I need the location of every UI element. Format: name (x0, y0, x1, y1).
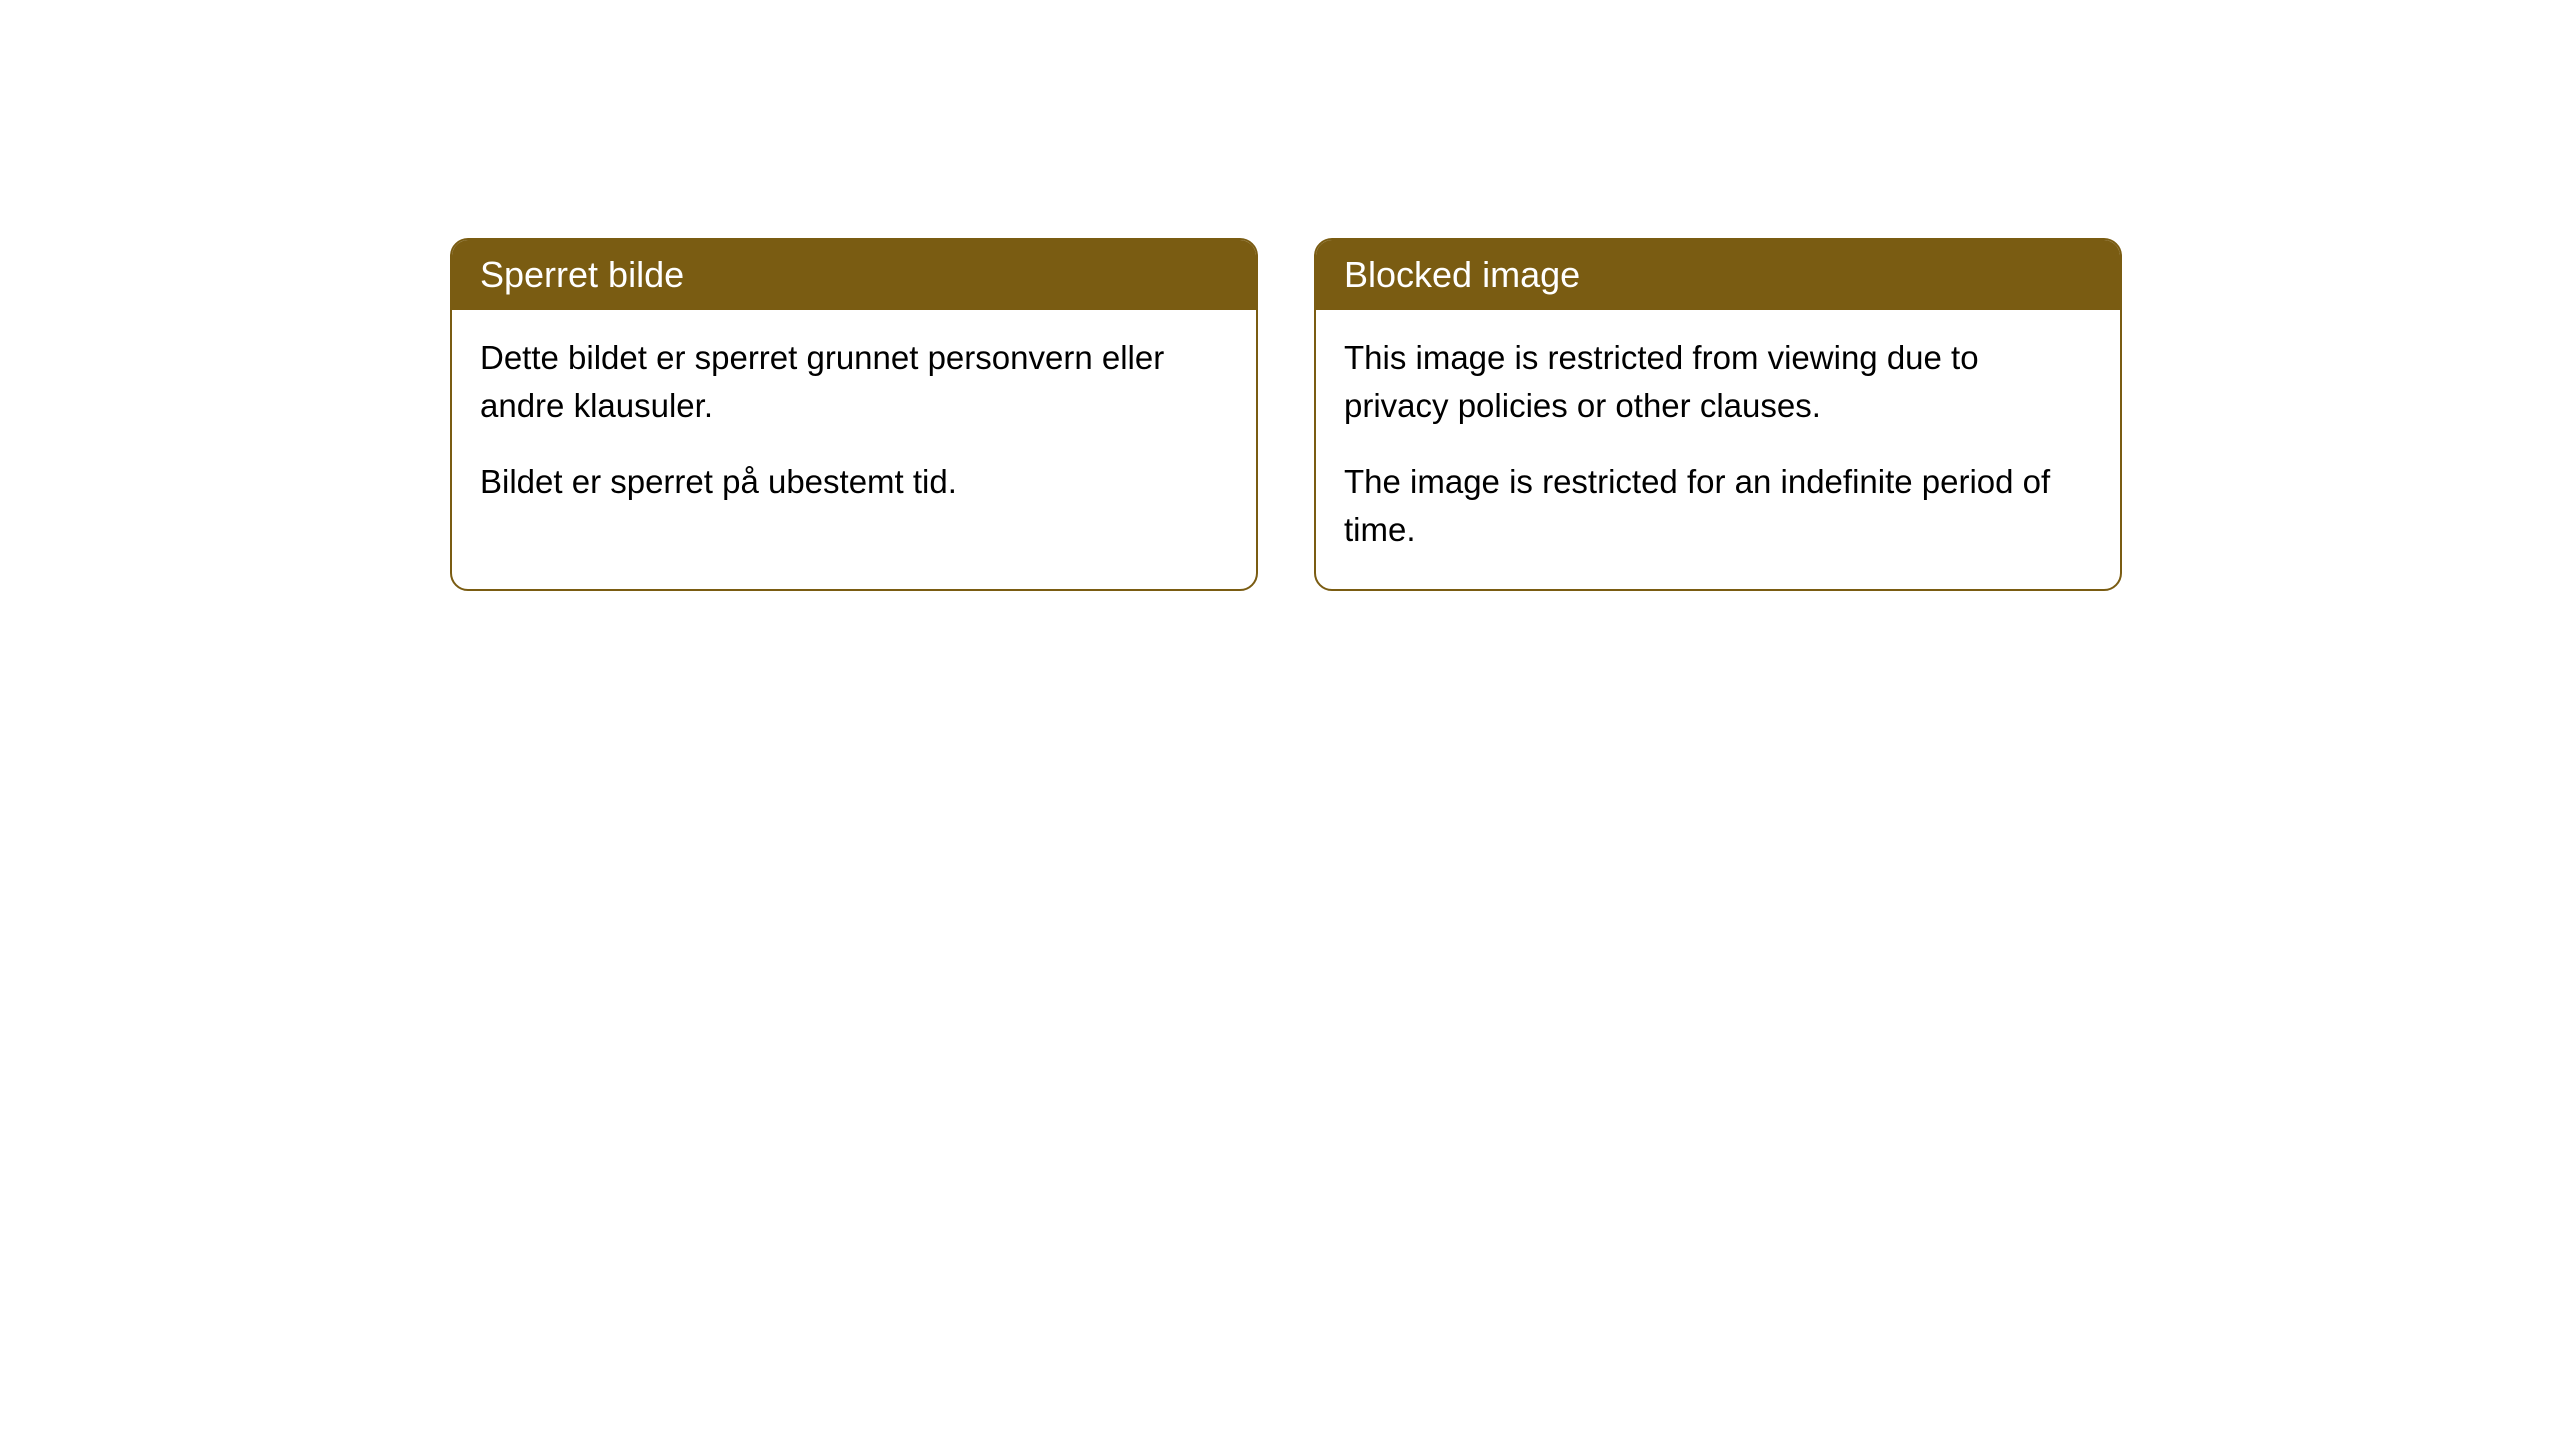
card-body-en: This image is restricted from viewing du… (1316, 310, 2120, 589)
card-header-no: Sperret bilde (452, 240, 1256, 310)
card-header-en: Blocked image (1316, 240, 2120, 310)
card-title-no: Sperret bilde (480, 254, 684, 295)
blocked-image-card-no: Sperret bilde Dette bildet er sperret gr… (450, 238, 1258, 591)
card-paragraph-2-en: The image is restricted for an indefinit… (1344, 458, 2092, 554)
card-paragraph-2-no: Bildet er sperret på ubestemt tid. (480, 458, 1228, 506)
blocked-image-card-en: Blocked image This image is restricted f… (1314, 238, 2122, 591)
card-paragraph-1-no: Dette bildet er sperret grunnet personve… (480, 334, 1228, 430)
cards-container: Sperret bilde Dette bildet er sperret gr… (450, 238, 2122, 591)
card-body-no: Dette bildet er sperret grunnet personve… (452, 310, 1256, 542)
card-paragraph-1-en: This image is restricted from viewing du… (1344, 334, 2092, 430)
card-title-en: Blocked image (1344, 254, 1580, 295)
